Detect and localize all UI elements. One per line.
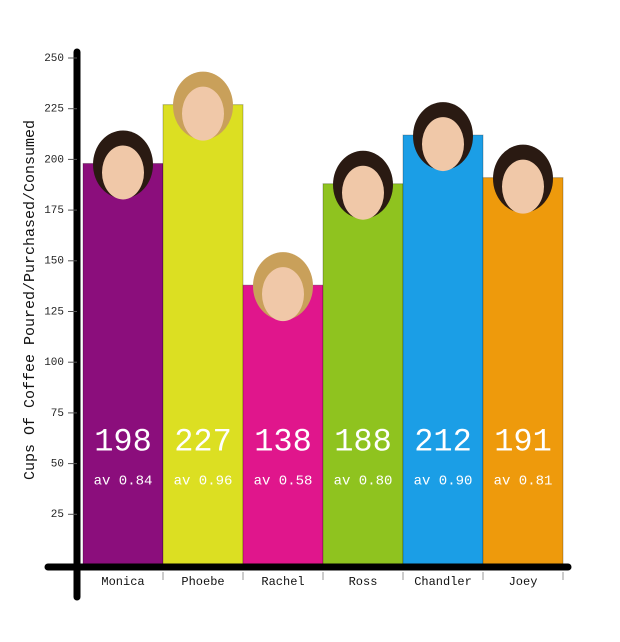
- sub-label: av 0.58: [254, 474, 313, 490]
- bar: [402, 134, 484, 566]
- face: [182, 86, 224, 141]
- value-label: 191: [494, 423, 552, 460]
- sub-label: av 0.90: [414, 474, 473, 490]
- sub-label: av 0.81: [494, 474, 553, 490]
- sub-label: av 0.96: [174, 474, 233, 490]
- y-tick-label: 100: [44, 357, 64, 369]
- sub-label: av 0.80: [334, 474, 393, 490]
- x-tick-label: Phoebe: [181, 575, 224, 589]
- x-tick-label: Monica: [101, 575, 144, 589]
- x-tick-label: Joey: [509, 575, 538, 589]
- x-tick-label: Ross: [349, 575, 378, 589]
- y-tick-label: 225: [44, 104, 64, 116]
- y-tick-label: 75: [51, 408, 64, 420]
- x-tick-label: Rachel: [261, 575, 304, 589]
- face: [102, 145, 144, 200]
- bars: [82, 71, 564, 566]
- value-label: 227: [174, 423, 232, 460]
- bar: [162, 104, 244, 566]
- x-tick-label: Chandler: [414, 575, 472, 589]
- y-tick-label: 150: [44, 256, 64, 268]
- bar: [82, 162, 164, 566]
- value-label: 188: [334, 423, 392, 460]
- face: [422, 117, 464, 172]
- bar: [482, 177, 564, 566]
- sub-label: av 0.84: [94, 474, 153, 490]
- y-tick-label: 200: [44, 154, 64, 166]
- face: [502, 159, 544, 214]
- value-label: 212: [414, 423, 472, 460]
- y-tick-label: 250: [44, 53, 64, 65]
- y-tick-label: 125: [44, 306, 64, 318]
- face: [262, 267, 304, 322]
- bar: [322, 183, 404, 566]
- value-label: 198: [94, 423, 152, 460]
- y-axis-label: Cups Of Coffee Poured/Purchased/Consumed: [22, 120, 39, 480]
- y-tick-label: 50: [51, 459, 64, 471]
- value-label: 138: [254, 423, 312, 460]
- face: [342, 165, 384, 220]
- y-tick-label: 25: [51, 509, 64, 521]
- y-tick-label: 175: [44, 205, 64, 217]
- bar: [242, 284, 324, 566]
